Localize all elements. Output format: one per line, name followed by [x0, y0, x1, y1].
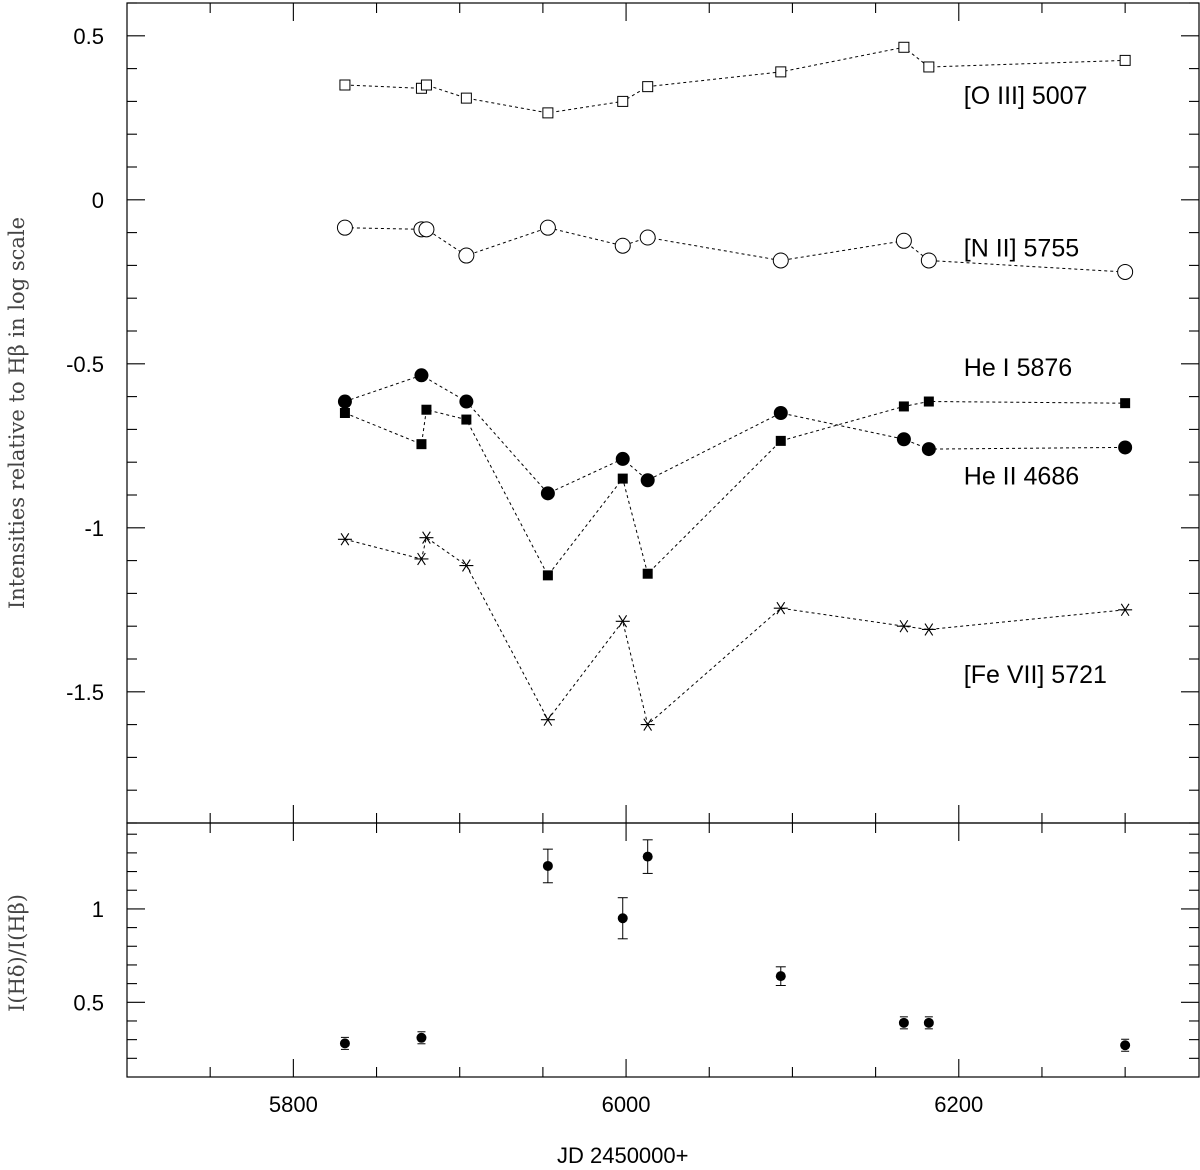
- fe-vii-5721-point: [459, 559, 474, 572]
- bottom-y-tick-label: 1: [92, 897, 104, 922]
- fe-vii-5721-point: [414, 552, 429, 566]
- he-i-5876-point: [921, 442, 936, 457]
- bottom-y-axis-title: I(Hδ)/I(Hβ): [5, 894, 29, 1012]
- n-ii-5755-point: [614, 237, 631, 254]
- o-iii-5007-point: [898, 41, 910, 53]
- top-y-tick-label: -1.5: [66, 680, 104, 705]
- n-ii-5755-point: [772, 252, 789, 269]
- hdelta-point-group: [416, 1031, 427, 1045]
- he-ii-4686-point: [416, 439, 427, 450]
- o-iii-5007-point: [420, 79, 432, 91]
- hdelta-point-group: [923, 1016, 934, 1030]
- series-label: He I 5876: [964, 354, 1072, 382]
- he-ii-4686-point: [461, 414, 472, 425]
- he-ii-4686-point: [617, 473, 628, 484]
- n-ii-5755-point: [1117, 263, 1134, 280]
- x-axis-title: JD 2450000+: [557, 1143, 689, 1168]
- he-ii-4686-point: [339, 408, 350, 418]
- he-ii-4686-point: [642, 568, 653, 579]
- he-i-5876-point: [773, 406, 788, 420]
- series-label: [N II] 5755: [964, 234, 1079, 262]
- he-ii-4686-point: [542, 570, 553, 581]
- hdelta-point: [898, 1017, 909, 1028]
- hdelta-point-group: [642, 839, 653, 874]
- hdelta-point: [542, 860, 553, 871]
- he-ii-4686-point: [923, 396, 934, 407]
- x-tick-label: 6000: [602, 1092, 651, 1117]
- series-fe-vii-5721: [337, 531, 1133, 731]
- hdelta-point-group: [542, 848, 553, 884]
- o-iii-5007-point: [642, 81, 654, 93]
- hdelta-point-group: [775, 966, 786, 986]
- n-ii-5755-point: [639, 229, 656, 246]
- series-line: [344, 374, 1126, 495]
- hdelta-point-group: [1120, 1038, 1131, 1052]
- series-label: [O III] 5007: [964, 82, 1088, 110]
- o-iii-5007-point: [775, 66, 787, 78]
- top-panel: 0.5 0 -0.5 -1 -1.5 Intensities relative to Hβ…: [5, 2, 1200, 824]
- o-iii-5007-point: [617, 95, 629, 107]
- he-i-5876-point: [337, 394, 352, 409]
- fe-vii-5721-point: [419, 531, 434, 544]
- bottom-panel: 0.5 1 5800 6000 6200 I(Hδ)/I(Hβ) JD 2450000+: [5, 822, 1200, 1168]
- fe-vii-5721-point: [896, 619, 911, 633]
- he-i-5876-point: [414, 368, 429, 383]
- n-ii-5755-point: [336, 219, 353, 236]
- n-ii-5755-point: [458, 247, 475, 264]
- he-i-5876-point: [540, 486, 555, 501]
- fe-vii-5721-point: [540, 713, 555, 726]
- x-tick-label: 5800: [269, 1092, 318, 1117]
- bottom-frame: [126, 822, 1200, 1078]
- top-y-axis-title: Intensities relative to Hβ in log scale: [5, 217, 29, 609]
- top-y-tick-label: 0.5: [73, 24, 104, 49]
- top-y-tick-label: -1: [84, 516, 104, 541]
- hdelta-point: [416, 1032, 427, 1043]
- he-i-5876-point: [459, 394, 474, 409]
- series-label: [Fe VII] 5721: [964, 661, 1107, 689]
- he-i-5876-point: [640, 473, 655, 488]
- series-he-i-5876: [337, 368, 1133, 501]
- top-y-tick-label: 0: [92, 188, 104, 213]
- fe-vii-5721-point: [640, 718, 655, 731]
- he-ii-4686-point: [1120, 398, 1131, 409]
- fe-vii-5721-point: [773, 601, 788, 615]
- top-y-tick-label: -0.5: [66, 352, 104, 377]
- o-iii-5007-point: [339, 79, 351, 91]
- he-i-5876-point: [896, 432, 911, 447]
- hdelta-point-group: [898, 1016, 909, 1030]
- x-tick-label: 6200: [934, 1092, 983, 1117]
- series-n-ii-5755: [336, 219, 1134, 280]
- o-iii-5007-point: [542, 107, 554, 119]
- hdelta-point: [775, 971, 786, 982]
- series-o-iii-5007: [339, 41, 1131, 119]
- he-i-5876-point: [615, 451, 630, 466]
- he-ii-4686-point: [775, 435, 786, 446]
- n-ii-5755-point: [539, 219, 556, 236]
- he-ii-4686-point: [898, 401, 909, 412]
- hdelta-point: [617, 913, 628, 924]
- top-frame: [126, 2, 1200, 824]
- n-ii-5755-point: [418, 221, 435, 238]
- hdelta-point: [923, 1017, 934, 1028]
- hdelta-point: [339, 1038, 350, 1049]
- bottom-y-tick-label: 0.5: [73, 990, 104, 1015]
- fe-vii-5721-point: [1118, 603, 1133, 617]
- series-he-ii-4686: [339, 396, 1131, 581]
- n-ii-5755-point: [920, 252, 937, 269]
- he-i-5876-point: [1118, 440, 1133, 455]
- o-iii-5007-point: [1119, 54, 1131, 66]
- series-label: He II 4686: [964, 462, 1079, 490]
- n-ii-5755-point: [895, 232, 912, 249]
- fe-vii-5721-point: [921, 623, 936, 636]
- fe-vii-5721-point: [615, 615, 630, 628]
- o-iii-5007-point: [923, 61, 935, 73]
- o-iii-5007-point: [460, 92, 472, 104]
- he-ii-4686-point: [421, 404, 432, 415]
- hdelta-point-group: [617, 897, 628, 940]
- hdelta-point-group: [339, 1036, 350, 1050]
- hdelta-point: [1120, 1040, 1131, 1051]
- hdelta-point: [642, 851, 653, 862]
- fe-vii-5721-point: [337, 533, 352, 546]
